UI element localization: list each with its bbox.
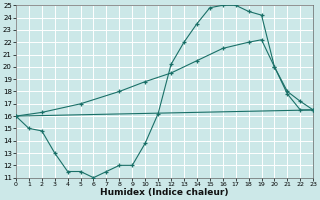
X-axis label: Humidex (Indice chaleur): Humidex (Indice chaleur) xyxy=(100,188,229,197)
